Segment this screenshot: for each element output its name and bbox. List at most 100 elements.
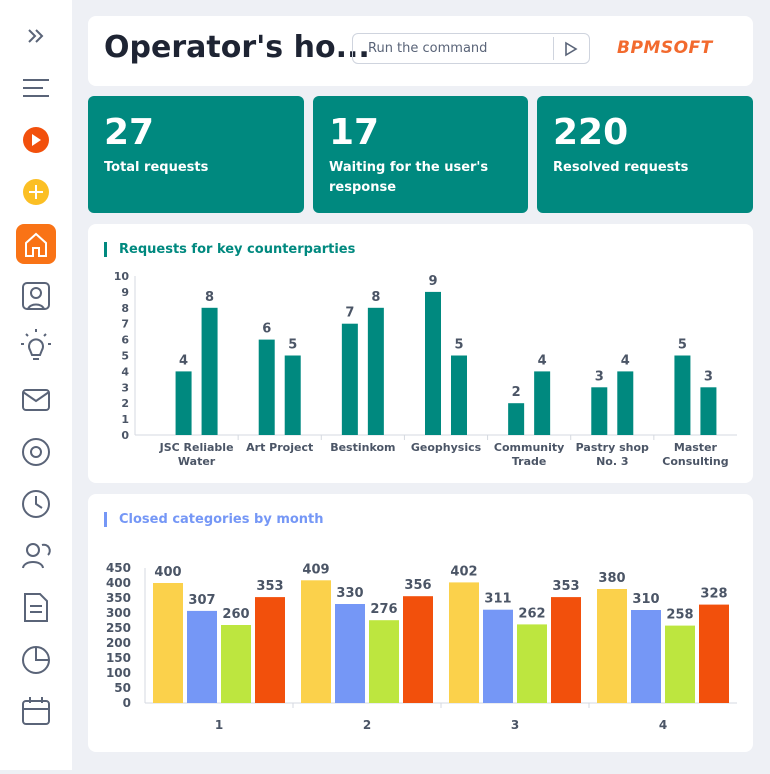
value-label: 6 — [262, 322, 271, 337]
x-tick-label: Community Trade — [494, 441, 564, 468]
x-tick-label: 4 — [659, 718, 667, 732]
value-label: 3 — [704, 369, 713, 384]
value-label: 5 — [678, 338, 687, 353]
sidebar-icons — [16, 29, 56, 725]
chart: 0 1 2 3 4 5 6 7 8 9 10 JSC Reliable Water 4 8 Art Proje… — [114, 270, 737, 468]
agents-glyph — [22, 543, 51, 569]
y-tick-label: 200 — [106, 636, 131, 650]
page-title: Operator's ho... — [104, 30, 370, 65]
x-tick-label: Art Project — [246, 441, 313, 454]
x-tick-label: 3 — [511, 718, 519, 732]
bar — [674, 355, 691, 435]
kpi-value: 27 — [104, 112, 155, 153]
divider — [553, 37, 554, 60]
y-tick-label: 3 — [121, 381, 129, 394]
y-tick-label: 450 — [106, 561, 131, 575]
header: Operator's ho... Run the command BPMSOFT — [88, 16, 753, 86]
bar — [175, 371, 192, 435]
mail-glyph — [22, 391, 50, 403]
kpi-card[interactable]: 27 Total requests — [88, 96, 304, 213]
agents-icon[interactable] — [26, 543, 40, 557]
chart: 0501001502002503003504004501400307260353… — [106, 561, 737, 732]
bar — [665, 625, 695, 703]
value-label: 262 — [518, 606, 545, 621]
target-glyph — [30, 446, 42, 458]
value-label: 310 — [632, 592, 659, 607]
value-label: 258 — [666, 608, 693, 623]
value-label: 4 — [621, 353, 630, 368]
bar — [617, 371, 634, 435]
document-icon[interactable] — [24, 593, 48, 622]
home-button[interactable] — [16, 224, 56, 264]
contacts-icon[interactable] — [22, 282, 50, 310]
y-tick-label: 10 — [114, 270, 130, 283]
value-label: 328 — [700, 587, 727, 602]
bar — [341, 323, 358, 435]
y-tick-label: 8 — [121, 302, 129, 315]
command-input[interactable]: Run the command — [352, 33, 590, 64]
value-label: 356 — [404, 578, 431, 593]
y-tick-label: 4 — [121, 365, 129, 378]
x-tick-label: 2 — [363, 718, 371, 732]
bar — [258, 339, 275, 435]
clock-icon[interactable] — [22, 490, 50, 518]
expand-icon[interactable] — [28, 29, 44, 43]
bar — [451, 355, 467, 435]
bar — [508, 403, 525, 435]
y-tick-label: 150 — [106, 651, 131, 665]
value-label: 380 — [598, 571, 625, 586]
calendar-glyph — [23, 697, 49, 710]
y-tick-label: 9 — [121, 286, 129, 299]
y-tick-label: 1 — [121, 413, 129, 426]
bar — [700, 387, 717, 435]
chart-glyph — [35, 647, 49, 661]
bar — [631, 610, 661, 703]
bar — [534, 371, 551, 435]
chart-card: Closed categories by month 0 50 100 150 200 2… — [88, 494, 753, 752]
y-tick-label: 250 — [106, 621, 131, 635]
x-tick-label: Geophysics — [411, 441, 482, 454]
target-icon[interactable] — [22, 438, 50, 466]
value-label: 4 — [179, 353, 188, 368]
x-tick-label: 1 — [215, 718, 223, 732]
mail-icon[interactable] — [22, 389, 50, 411]
value-label: 4 — [538, 353, 547, 368]
y-tick-label: 300 — [106, 606, 131, 620]
chart-card: Requests for key counterparties 0 1 2 3 4 5 6 7… — [88, 224, 753, 483]
value-label: 5 — [288, 338, 297, 353]
kpi-card[interactable]: 220 Resolved requests — [537, 96, 753, 213]
bar — [201, 307, 218, 435]
value-label: 330 — [336, 586, 363, 601]
y-tick-label: 350 — [106, 591, 131, 605]
y-tick-label: 100 — [106, 666, 131, 680]
value-label: 311 — [484, 592, 511, 607]
value-label: 409 — [302, 562, 329, 577]
value-label: 8 — [205, 290, 214, 305]
chart-title: Requests for key counterparties — [104, 242, 355, 257]
contacts-glyph — [27, 303, 45, 310]
menu-icon[interactable] — [23, 79, 49, 97]
run-button[interactable] — [563, 41, 579, 57]
value-label: 3 — [595, 369, 604, 384]
bar — [483, 609, 513, 703]
bar — [591, 387, 608, 435]
bar — [517, 624, 547, 703]
bar — [335, 604, 365, 703]
value-label: 260 — [222, 607, 249, 622]
kpi-value: 17 — [329, 112, 380, 153]
kpi-label: Resolved requests — [553, 160, 689, 175]
bar — [221, 625, 251, 703]
bar — [425, 291, 441, 435]
bar — [255, 597, 285, 703]
y-tick-label: 2 — [121, 397, 129, 410]
value-label: 276 — [370, 602, 397, 617]
y-tick-label: 0 — [121, 429, 129, 442]
kpi-card[interactable]: 17 Waiting for the user's response — [313, 96, 528, 213]
ideas-icon[interactable] — [21, 329, 51, 360]
calendar-icon[interactable] — [22, 700, 50, 725]
contacts-glyph — [30, 287, 42, 299]
chart-title: Closed categories by month — [104, 512, 324, 527]
value-label: 400 — [154, 565, 181, 580]
x-tick-label: Pastry shop No. 3 — [576, 441, 649, 468]
y-tick-label: 7 — [121, 318, 129, 331]
